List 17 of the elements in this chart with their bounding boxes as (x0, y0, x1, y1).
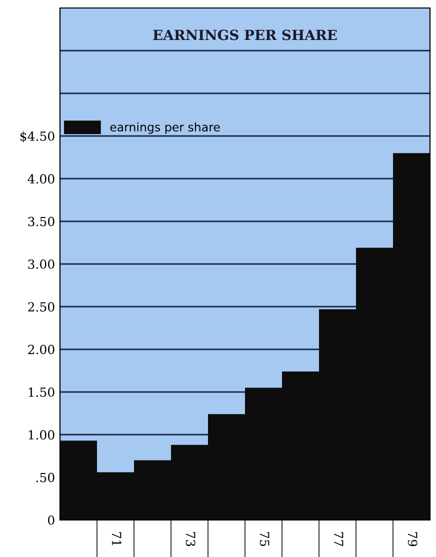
y-tick-label: 1.50 (28, 387, 54, 397)
y-tick-label: 3.00 (28, 259, 54, 269)
x-tick-label: 77 (334, 532, 344, 546)
y-tick-label: .50 (36, 472, 54, 482)
y-tick-label: 1.00 (28, 430, 54, 440)
y-tick-label: 0 (48, 515, 54, 525)
y-tick-label: 2.00 (28, 344, 54, 354)
y-tick-label: 3.50 (28, 216, 54, 226)
y-tick-label: $4.50 (20, 131, 54, 143)
x-tick-label: 73 (186, 532, 196, 546)
y-tick-label: 4.00 (28, 174, 54, 184)
legend-label: earnings per share (110, 122, 220, 134)
x-tick-label: 71 (112, 532, 122, 546)
text: EARNINGS PER SHARE (153, 30, 337, 40)
x-tick-label: 75 (260, 532, 270, 546)
y-tick-label: 2.50 (28, 302, 54, 312)
x-tick-label: 79 (408, 532, 418, 546)
